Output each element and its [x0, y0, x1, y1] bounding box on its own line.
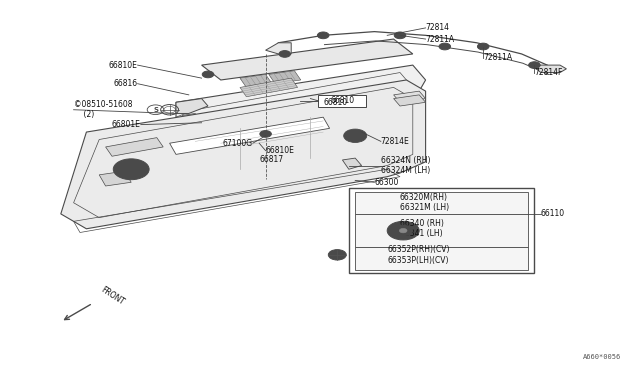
Polygon shape	[342, 158, 362, 169]
Circle shape	[328, 250, 346, 260]
Text: 67100G: 67100G	[223, 139, 253, 148]
Text: 66816: 66816	[113, 79, 138, 88]
Circle shape	[282, 52, 287, 55]
Text: 66801E: 66801E	[112, 120, 141, 129]
Bar	[318, 95, 366, 107]
Text: 66300: 66300	[374, 178, 399, 187]
Circle shape	[317, 32, 329, 39]
Text: 72811A: 72811A	[483, 53, 513, 62]
Polygon shape	[106, 138, 163, 156]
Circle shape	[399, 228, 407, 233]
Circle shape	[442, 45, 447, 48]
Polygon shape	[240, 78, 298, 97]
Circle shape	[477, 43, 489, 50]
Text: FRONT: FRONT	[99, 285, 126, 307]
Polygon shape	[176, 65, 426, 136]
Circle shape	[279, 51, 291, 57]
Text: 72814: 72814	[426, 23, 450, 32]
Polygon shape	[176, 99, 208, 113]
Polygon shape	[349, 188, 534, 273]
Polygon shape	[170, 117, 330, 154]
Polygon shape	[355, 192, 528, 214]
Circle shape	[321, 34, 326, 37]
Text: 72814E: 72814E	[381, 137, 410, 146]
Circle shape	[120, 163, 143, 176]
Polygon shape	[534, 65, 566, 73]
Circle shape	[387, 221, 419, 240]
Polygon shape	[394, 91, 426, 102]
Text: 66810: 66810	[330, 96, 355, 105]
Polygon shape	[202, 39, 413, 80]
Text: 66817: 66817	[259, 155, 284, 164]
Text: 66110: 66110	[541, 209, 565, 218]
Text: A660*0056: A660*0056	[582, 354, 621, 360]
Text: 66324N (RH)
66324M (LH): 66324N (RH) 66324M (LH)	[381, 156, 430, 175]
Circle shape	[397, 34, 403, 37]
Circle shape	[205, 73, 211, 76]
Text: 72814F: 72814F	[534, 68, 563, 77]
Text: 66340 (RH)
66341 (LH): 66340 (RH) 66341 (LH)	[400, 219, 444, 238]
Polygon shape	[355, 214, 528, 247]
Polygon shape	[394, 95, 426, 106]
Polygon shape	[269, 71, 301, 84]
Text: ©08510-51608
    (2): ©08510-51608 (2)	[74, 100, 132, 119]
Circle shape	[394, 32, 406, 39]
Text: 66810: 66810	[323, 98, 348, 107]
Circle shape	[439, 43, 451, 50]
Polygon shape	[99, 171, 131, 186]
Polygon shape	[182, 113, 198, 121]
Polygon shape	[61, 80, 426, 229]
Circle shape	[344, 129, 367, 142]
Text: 72811A: 72811A	[426, 35, 455, 44]
Circle shape	[529, 62, 540, 68]
Text: 66352P(RH)(CV)
66353P(LH)(CV): 66352P(RH)(CV) 66353P(LH)(CV)	[387, 245, 450, 264]
Circle shape	[260, 131, 271, 137]
Polygon shape	[266, 43, 291, 54]
Circle shape	[202, 71, 214, 78]
Polygon shape	[355, 247, 528, 270]
Circle shape	[481, 45, 486, 48]
Circle shape	[532, 64, 537, 67]
Text: 66810E: 66810E	[266, 146, 294, 155]
Text: 66320M(RH)
66321M (LH): 66320M(RH) 66321M (LH)	[400, 193, 449, 212]
Circle shape	[263, 132, 268, 135]
Text: S: S	[153, 107, 158, 113]
Circle shape	[394, 225, 413, 236]
Circle shape	[113, 159, 149, 180]
Polygon shape	[240, 74, 272, 87]
Text: 66810E: 66810E	[109, 61, 138, 70]
